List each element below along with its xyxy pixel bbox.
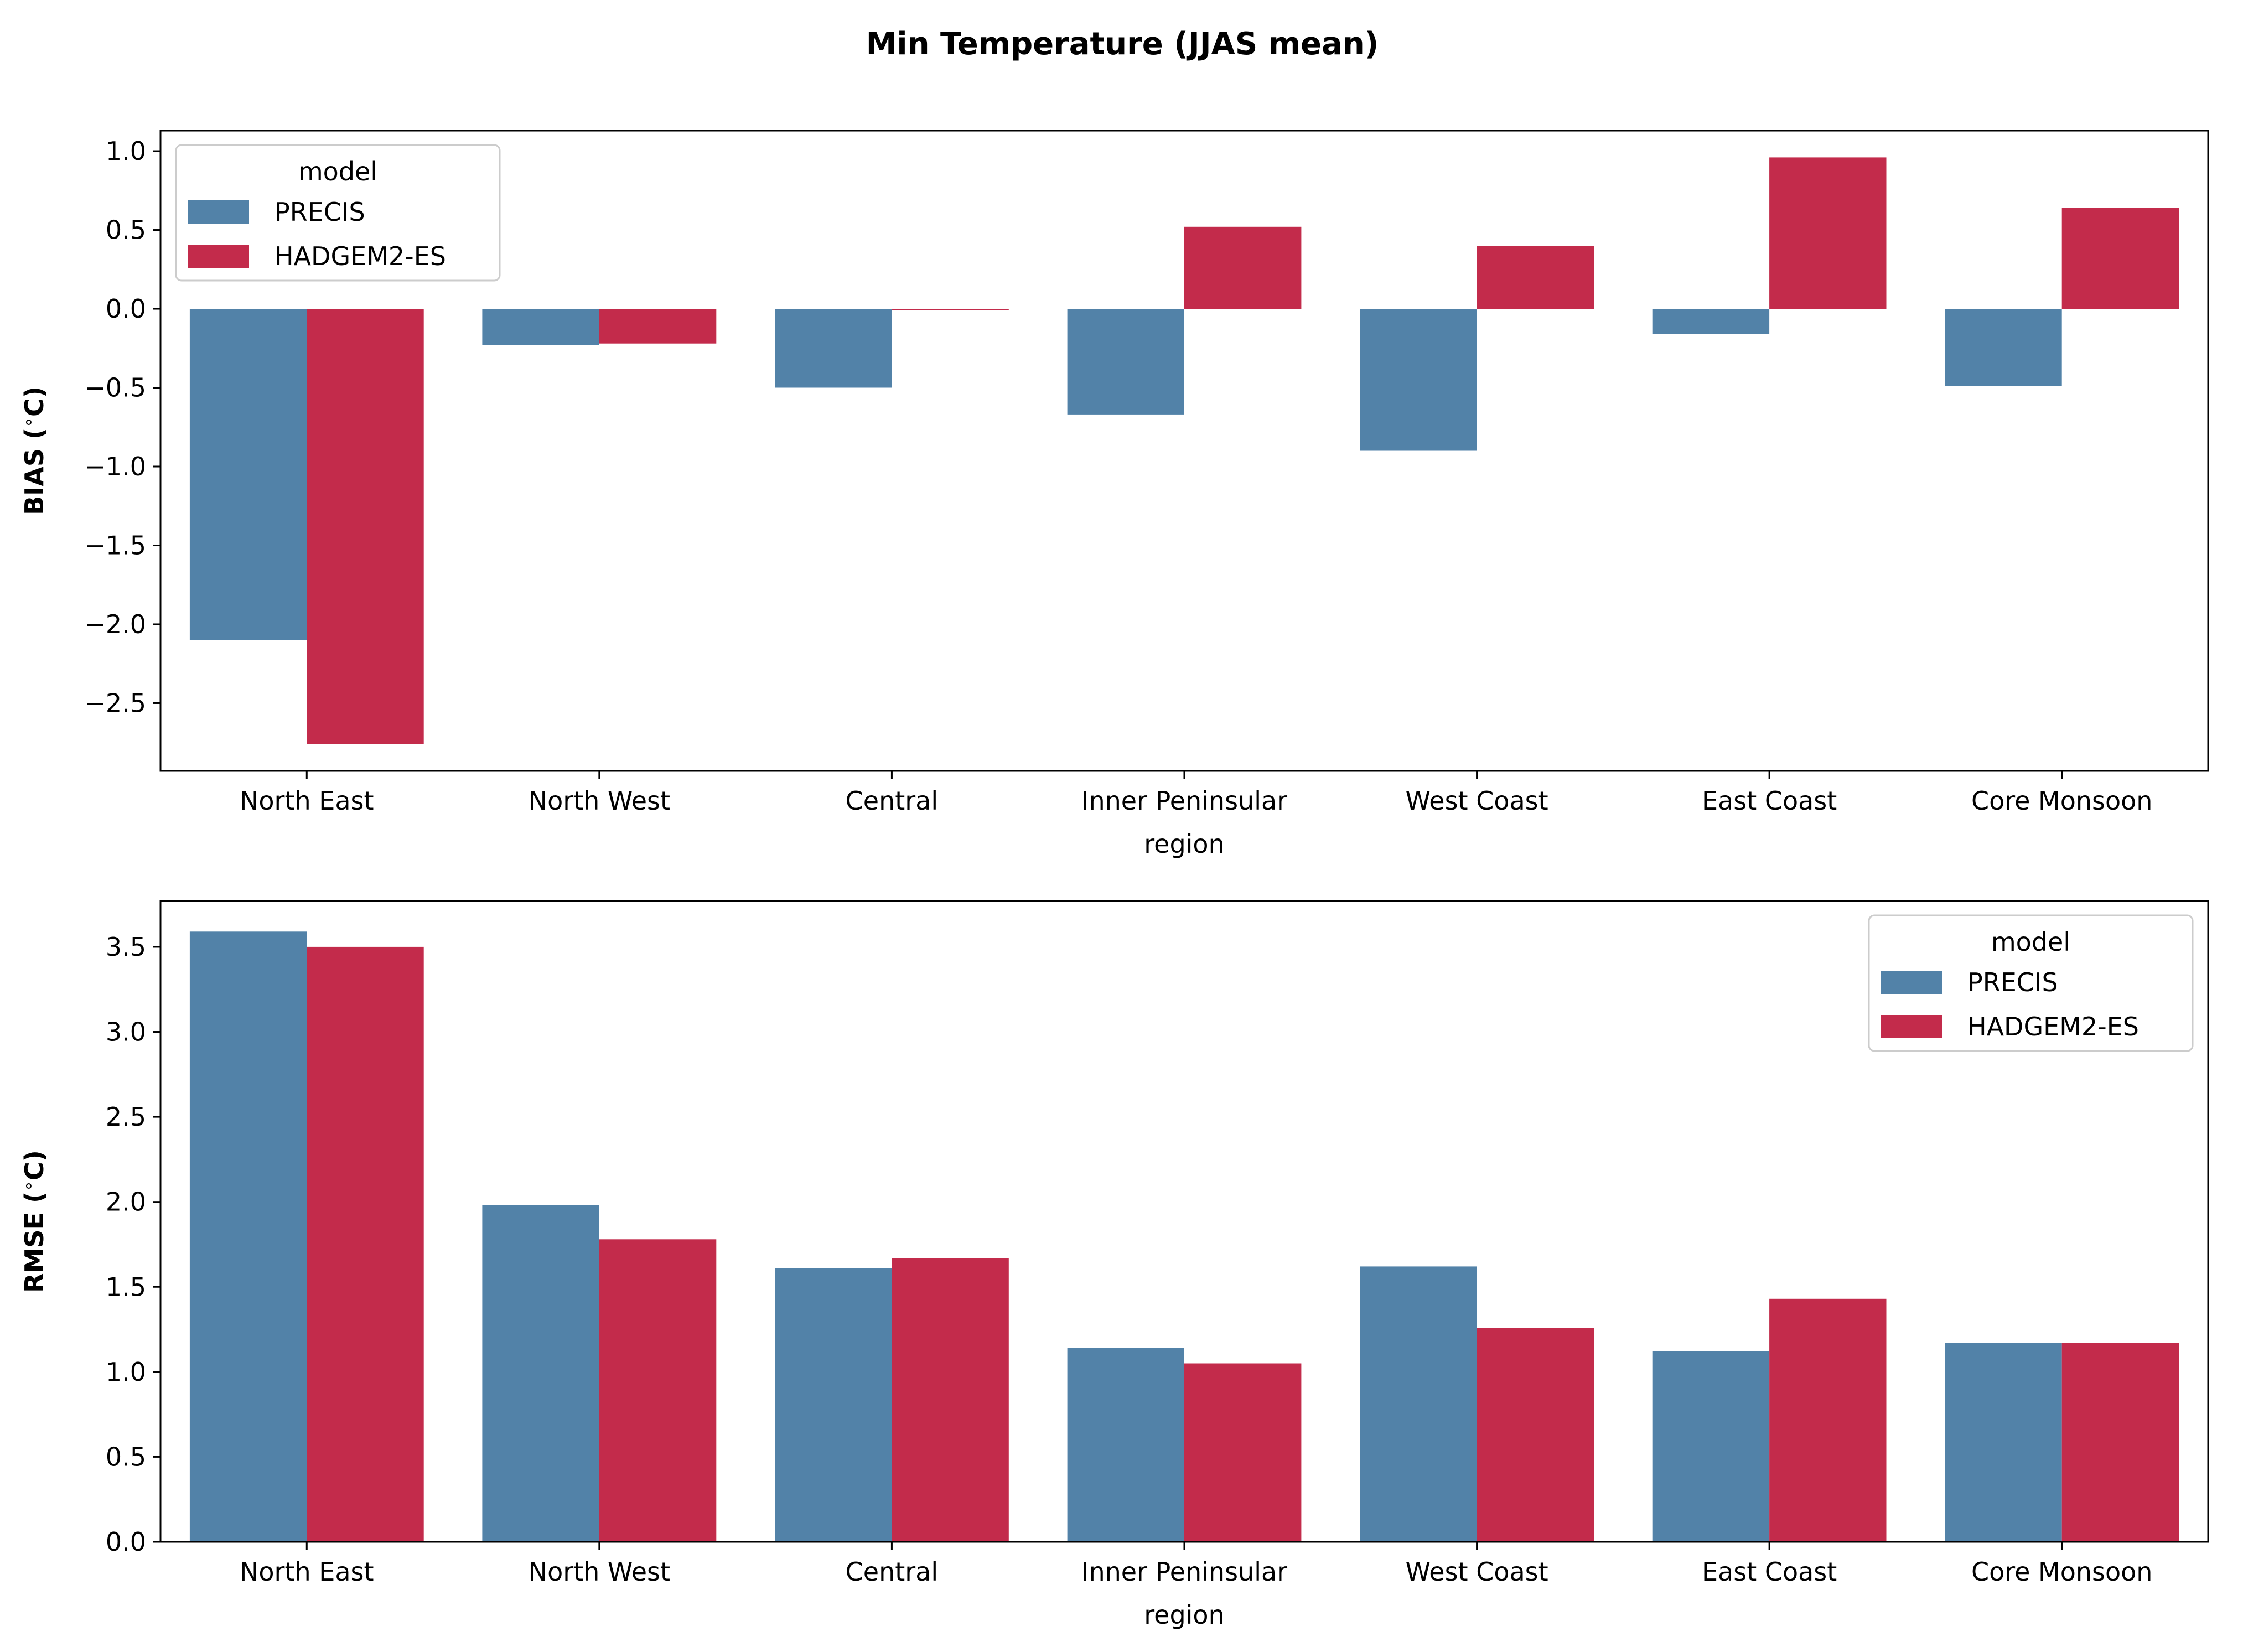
bias-xtick-label: North West xyxy=(529,786,670,816)
rmse-bar-precis-4 xyxy=(1360,1266,1477,1542)
bias-ytick-label: 0.5 xyxy=(106,215,146,245)
rmse-xtick-label: Central xyxy=(846,1557,939,1587)
bias-bar-hadgem2-es-0 xyxy=(307,309,424,744)
rmse-bar-hadgem2-es-3 xyxy=(1184,1363,1302,1542)
bias-ytick-label: 0.0 xyxy=(106,294,146,324)
figure-title: Min Temperature (JJAS mean) xyxy=(866,26,1379,62)
bias-xtick-label: Core Monsoon xyxy=(1971,786,2152,816)
bias-bar-precis-5 xyxy=(1652,309,1770,334)
bias-ytick-label: −1.5 xyxy=(84,530,146,560)
bias-bar-precis-4 xyxy=(1360,309,1477,451)
rmse-xtick-label: East Coast xyxy=(1702,1557,1837,1587)
bias-bar-hadgem2-es-2 xyxy=(892,309,1009,310)
rmse-chart: 0.0 0.5 1.0 1.5 2.0 2.5 3.0 3.5 North East North … xyxy=(18,900,2209,1630)
rmse-legend: model PRECIS HADGEM2-ES xyxy=(1868,914,2194,1052)
rmse-bar-hadgem2-es-4 xyxy=(1477,1328,1594,1542)
rmse-xlabel: region xyxy=(1144,1600,1224,1630)
rmse-bar-precis-2 xyxy=(775,1268,892,1542)
rmse-xtick-label: Core Monsoon xyxy=(1971,1557,2152,1587)
bias-bar-hadgem2-es-1 xyxy=(599,309,717,344)
bias-bar-precis-0 xyxy=(189,309,307,640)
bias-chart: 1.0 0.5 0.0 −0.5 −1.0 −1.5 −2.0 −2.5 North East N… xyxy=(18,130,2209,859)
rmse-legend-swatch-precis xyxy=(1881,971,1942,994)
bias-bar-precis-6 xyxy=(1945,309,2062,386)
rmse-xtick-label: Inner Peninsular xyxy=(1081,1557,1287,1587)
rmse-bar-hadgem2-es-0 xyxy=(307,946,424,1542)
bias-bar-precis-2 xyxy=(775,309,892,388)
rmse-ytick-label: 1.0 xyxy=(106,1357,146,1387)
bias-ytick-label: −2.0 xyxy=(84,609,146,639)
rmse-ylabel: RMSE (∘C) xyxy=(18,1150,49,1293)
bias-xlabel: region xyxy=(1144,829,1224,859)
bias-legend-label: PRECIS xyxy=(274,197,365,227)
bias-ytick-label: −0.5 xyxy=(84,373,146,403)
rmse-bar-hadgem2-es-6 xyxy=(2061,1343,2179,1542)
bias-legend-swatch-precis xyxy=(188,200,249,224)
rmse-bar-precis-0 xyxy=(189,931,307,1542)
bias-xtick-label: Inner Peninsular xyxy=(1081,786,1287,816)
rmse-bar-precis-5 xyxy=(1652,1351,1770,1542)
rmse-bar-hadgem2-es-2 xyxy=(892,1258,1009,1542)
bias-ytick-label: 1.0 xyxy=(106,136,146,166)
rmse-xtick-label: North East xyxy=(240,1557,374,1587)
bias-legend-swatch-hadgem2-es xyxy=(188,245,249,268)
rmse-legend-swatch-hadgem2-es xyxy=(1881,1015,1942,1038)
bias-bar-precis-3 xyxy=(1067,309,1184,415)
rmse-ytick-label: 0.0 xyxy=(106,1527,146,1557)
bias-bar-hadgem2-es-4 xyxy=(1477,246,1594,309)
rmse-ytick-label: 3.5 xyxy=(106,932,146,962)
rmse-legend-label: PRECIS xyxy=(1967,967,2058,997)
rmse-bar-precis-1 xyxy=(482,1205,599,1542)
bias-legend-box xyxy=(175,144,501,282)
bias-bar-hadgem2-es-5 xyxy=(1769,157,1887,309)
bias-xtick-label: West Coast xyxy=(1405,786,1548,816)
rmse-legend-title: model xyxy=(1991,927,2070,957)
rmse-ytick-label: 1.5 xyxy=(106,1272,146,1302)
rmse-xtick-label: West Coast xyxy=(1405,1557,1548,1587)
bias-ytick-label: −1.0 xyxy=(84,452,146,481)
rmse-bar-precis-6 xyxy=(1945,1343,2062,1542)
rmse-bar-hadgem2-es-1 xyxy=(599,1239,717,1542)
bias-xtick-label: Central xyxy=(846,786,939,816)
bias-xtick-label: East Coast xyxy=(1702,786,1837,816)
rmse-legend-label: HADGEM2-ES xyxy=(1967,1012,2139,1042)
bias-legend: model PRECIS HADGEM2-ES xyxy=(175,144,501,282)
bias-bar-hadgem2-es-3 xyxy=(1184,226,1302,309)
rmse-bar-hadgem2-es-5 xyxy=(1769,1298,1887,1542)
rmse-ytick-label: 3.0 xyxy=(106,1017,146,1047)
bias-legend-title: model xyxy=(298,157,377,187)
rmse-ytick-label: 0.5 xyxy=(106,1442,146,1472)
bias-legend-label: HADGEM2-ES xyxy=(274,241,446,271)
rmse-legend-box xyxy=(1868,914,2194,1052)
rmse-xtick-label: North West xyxy=(529,1557,670,1587)
rmse-ytick-label: 2.0 xyxy=(106,1187,146,1217)
bias-bar-precis-1 xyxy=(482,309,599,345)
rmse-ytick-label: 2.5 xyxy=(106,1102,146,1132)
bias-ytick-label: −2.5 xyxy=(84,688,146,718)
bias-xtick-label: North East xyxy=(240,786,374,816)
rmse-bar-precis-3 xyxy=(1067,1348,1184,1542)
bias-ylabel: BIAS (∘C) xyxy=(18,386,49,515)
bias-bar-hadgem2-es-6 xyxy=(2061,208,2179,309)
